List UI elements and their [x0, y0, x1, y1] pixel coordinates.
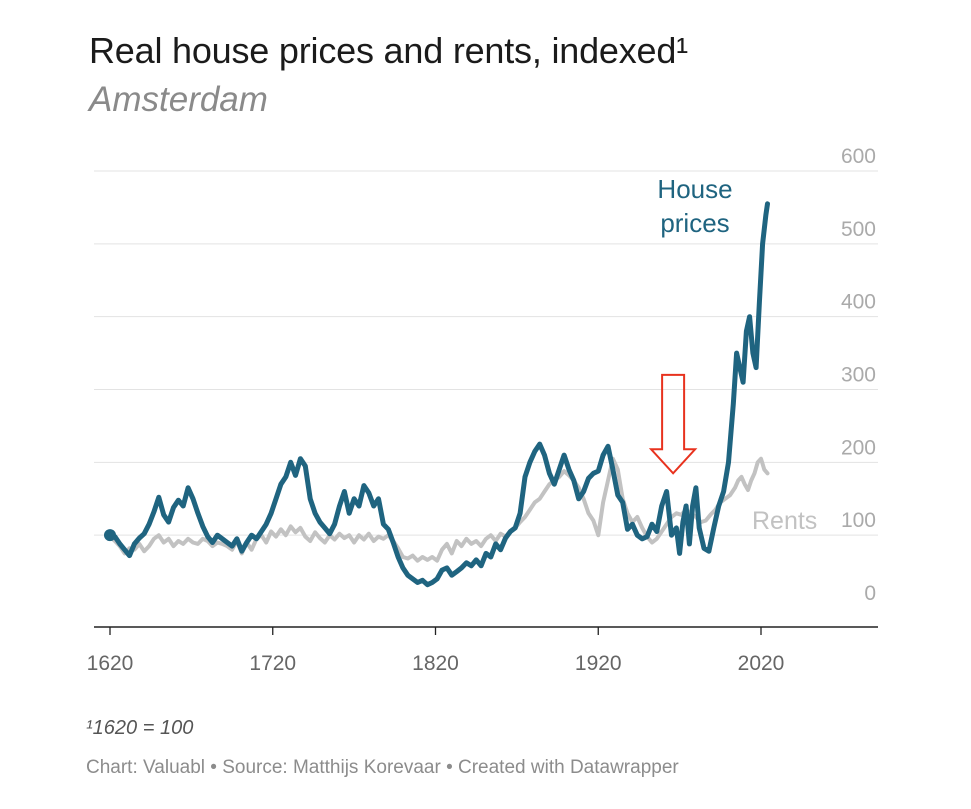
y-tick-label-500: 500	[841, 218, 876, 241]
annotation-layer: House prices Rents	[648, 174, 817, 535]
annotation-arrow	[648, 373, 698, 475]
y-tick-label-300: 300	[841, 364, 876, 387]
source-credit: Chart: Valuabl • Source: Matthijs Koreva…	[86, 757, 679, 778]
x-tick-label-1920: 1920	[575, 652, 622, 675]
x-tick-label-1620: 1620	[87, 652, 134, 675]
x-tick-label-1720: 1720	[249, 652, 296, 675]
footnote: ¹1620 = 100	[86, 717, 194, 739]
gridlines	[94, 170, 878, 536]
x-tick-label-1820: 1820	[412, 652, 459, 675]
x-tick-label-2020: 2020	[738, 652, 785, 675]
series-line-house-prices	[107, 201, 770, 588]
y-tick-label-100: 100	[841, 509, 876, 532]
series-layer	[104, 201, 770, 588]
x-axis-ticks: 1620 1720 1820 1920 2020	[87, 627, 785, 675]
chart-title: Real house prices and rents, indexed¹	[89, 30, 688, 71]
rents-label: Rents	[752, 507, 817, 535]
house-prices-label-line1: House	[657, 174, 732, 204]
y-tick-label-0: 0	[864, 582, 876, 605]
y-axis-tick-labels: 0 100 200 300 400 500 600	[841, 145, 876, 605]
house-prices-label-line2: prices	[660, 208, 729, 238]
y-tick-label-400: 400	[841, 291, 876, 314]
series-start-dot-house-prices	[104, 529, 116, 542]
y-tick-label-200: 200	[841, 436, 876, 459]
chart-subtitle: Amsterdam	[89, 80, 268, 119]
y-tick-label-600: 600	[841, 145, 876, 168]
